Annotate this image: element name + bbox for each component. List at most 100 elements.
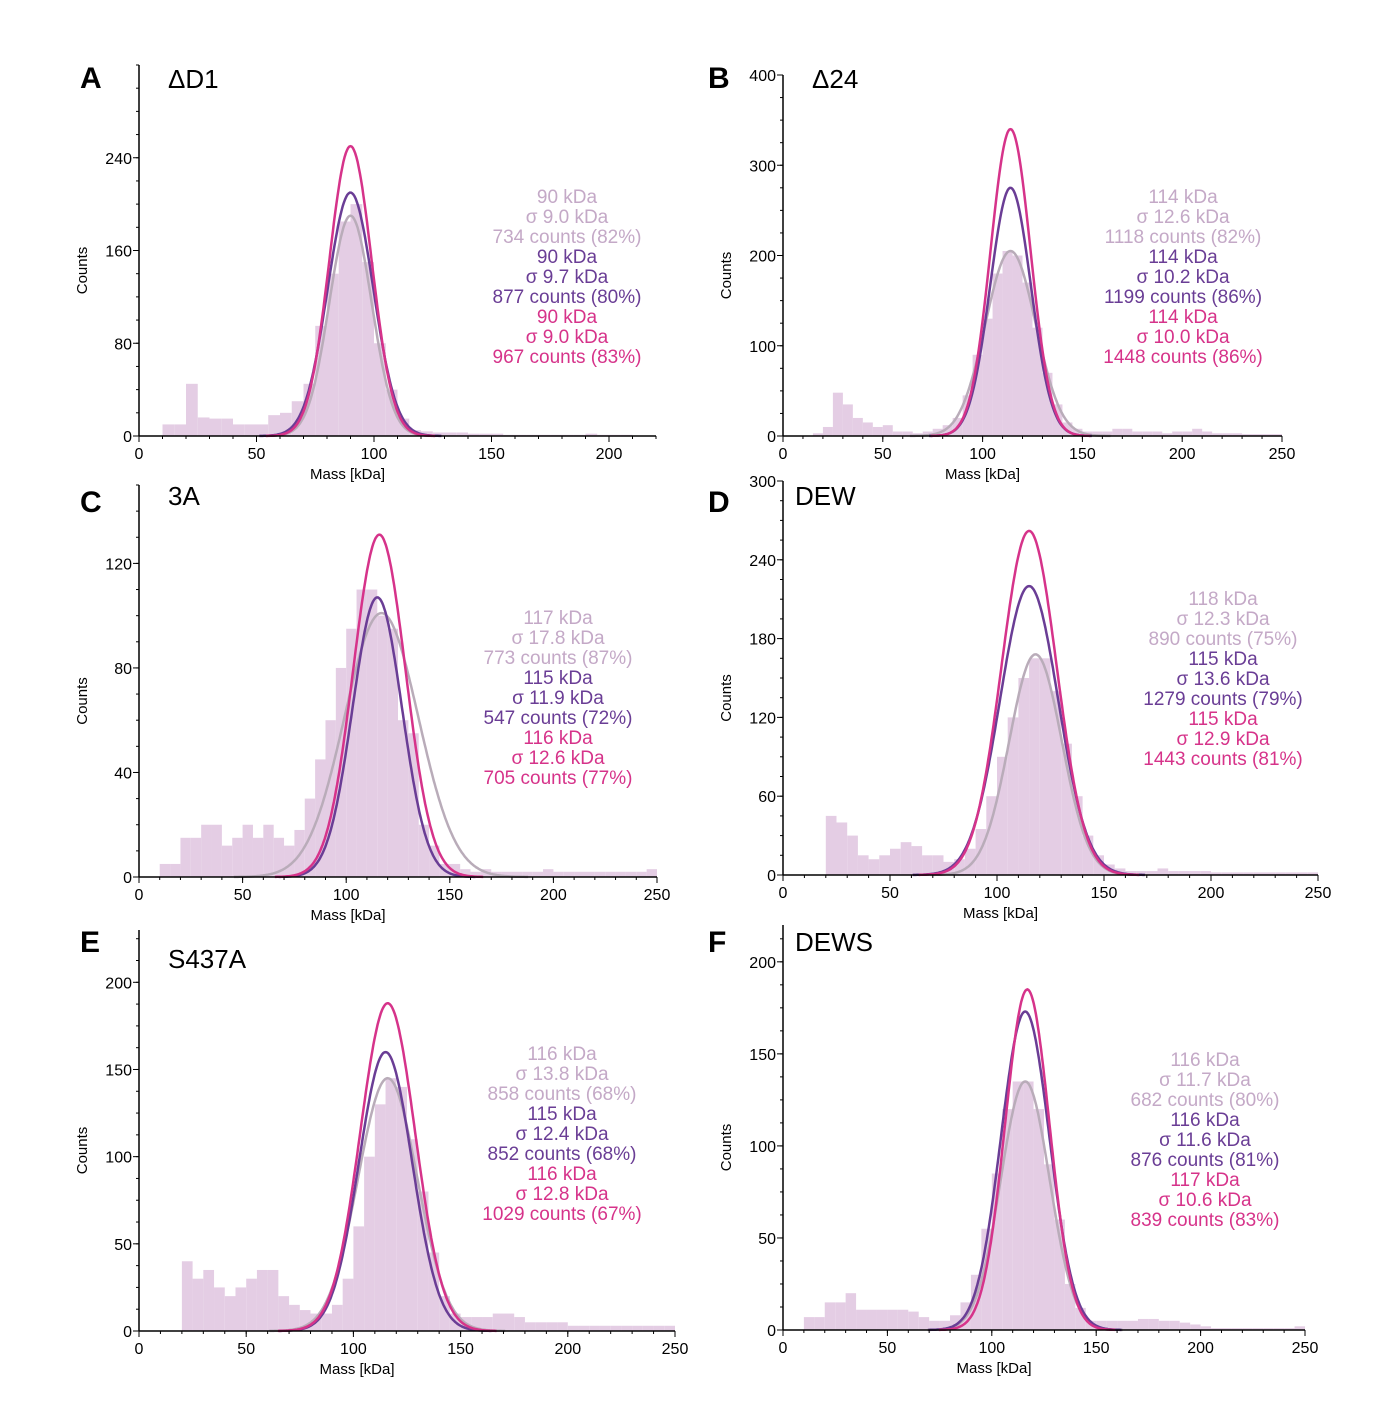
histogram-bar [964,848,976,875]
histogram-bar [1072,428,1083,436]
histogram-bar [417,1191,429,1331]
y-axis-label: Counts [74,247,91,295]
x-tick-label: 250 [662,1341,689,1358]
histogram-bar [890,848,901,875]
fit-curve-pink [918,529,1140,877]
histogram-bar [1275,872,1286,875]
fit-curve-purple [259,191,442,438]
x-tick-label: 50 [234,887,252,904]
histogram-bar [981,1228,992,1330]
x-axis-label: Mass [kDa] [310,466,385,483]
y-tick-label: 0 [767,1323,776,1340]
histogram-bar [1054,1219,1065,1330]
fit-annotation-light: σ 12.6 kDa [1136,207,1229,228]
y-tick-label: 240 [749,553,776,570]
y-tick-label: 0 [123,870,132,887]
fit-curve-pink [265,144,436,438]
histogram-bar [621,1325,633,1331]
histogram-bar [468,433,480,436]
x-tick-label: 150 [447,1341,474,1358]
histogram-bar [387,628,398,877]
histogram-bar [197,417,210,436]
histogram-bar [1032,327,1043,436]
histogram-bar [1222,433,1233,436]
panel-letter: E [80,926,100,959]
histogram-bar [335,667,347,877]
histogram-bar [1039,658,1051,875]
histogram-bar [1172,431,1183,436]
y-tick-label: 300 [749,158,776,175]
panel-letter: D [708,486,730,519]
x-tick-label: 100 [969,446,996,463]
fit-curve-pink [938,988,1116,1332]
histogram-bar [1253,872,1265,875]
histogram-bar [1168,871,1179,875]
histogram-bar [868,859,880,875]
histogram-bar [325,720,336,877]
histogram-bar [872,426,883,436]
y-tick-label: 150 [749,1047,776,1064]
histogram-bar [567,1325,579,1331]
histogram-bar [866,1309,877,1330]
y-tick-label: 200 [749,249,776,266]
histogram-bar [233,424,245,436]
histogram-bar [246,1278,257,1331]
histogram-bar [331,1304,343,1331]
x-tick-label: 250 [644,887,671,904]
y-tick-label: 100 [749,1139,776,1156]
fit-annotation-purple: σ 11.6 kDa [1159,1130,1251,1151]
y-tick-label: 40 [114,765,132,782]
x-tick-label: 50 [237,1341,255,1358]
histogram-bar [1152,431,1163,436]
histogram-bar [997,756,1008,875]
histogram-bar [1252,1328,1264,1330]
histogram-bar [942,425,953,436]
histogram-bar [625,871,637,877]
histogram-bar [1232,872,1244,875]
histogram-bar [1272,434,1282,436]
histogram-bar [599,1325,611,1331]
histogram-bar [1202,431,1213,436]
histogram-bar [824,1302,836,1330]
y-tick-label: 0 [123,1324,132,1341]
histogram-bar [232,837,243,877]
panel-letter: C [80,486,102,519]
fit-annotation-light: 118 kDa [1188,589,1258,610]
histogram-bar [1125,871,1137,875]
x-tick-label: 0 [135,446,144,463]
histogram-bar [268,415,280,436]
x-tick-label: 0 [779,1340,788,1357]
histogram-bar [1182,431,1193,436]
x-axis-label: Mass [kDa] [963,905,1038,922]
histogram-bar [546,1322,558,1331]
fit-curve-pink [277,1002,497,1333]
y-tick-label: 100 [105,1150,132,1167]
histogram-bar [1002,250,1013,436]
histogram-bar [1285,872,1297,875]
histogram-bar [159,863,171,877]
x-tick-label: 100 [340,1341,367,1358]
x-tick-label: 0 [779,885,788,902]
histogram-bar [1211,872,1222,875]
x-tick-label: 0 [135,887,144,904]
histogram-bar [911,846,923,875]
fit-annotation-light: σ 11.7 kDa [1159,1070,1251,1091]
fit-annotation-pink: 967 counts (83%) [493,347,642,368]
x-tick-label: 200 [1198,885,1225,902]
fit-annotation-purple: 116 kDa [1170,1110,1240,1131]
fit-curve-pink [930,127,1091,438]
y-tick-label: 160 [105,244,132,261]
y-tick-label: 0 [767,868,776,885]
histogram-bar [852,417,863,436]
fit-annotation-light: 116 kDa [1170,1050,1240,1071]
fit-curve-light [265,214,436,438]
histogram-bar [1061,743,1072,875]
fit-annotation-light: 1118 counts (82%) [1105,227,1262,248]
histogram-bar [1252,434,1263,436]
histogram-bar [970,1274,982,1330]
fit-curve-purple [912,584,1145,877]
histogram-bar [263,824,274,877]
